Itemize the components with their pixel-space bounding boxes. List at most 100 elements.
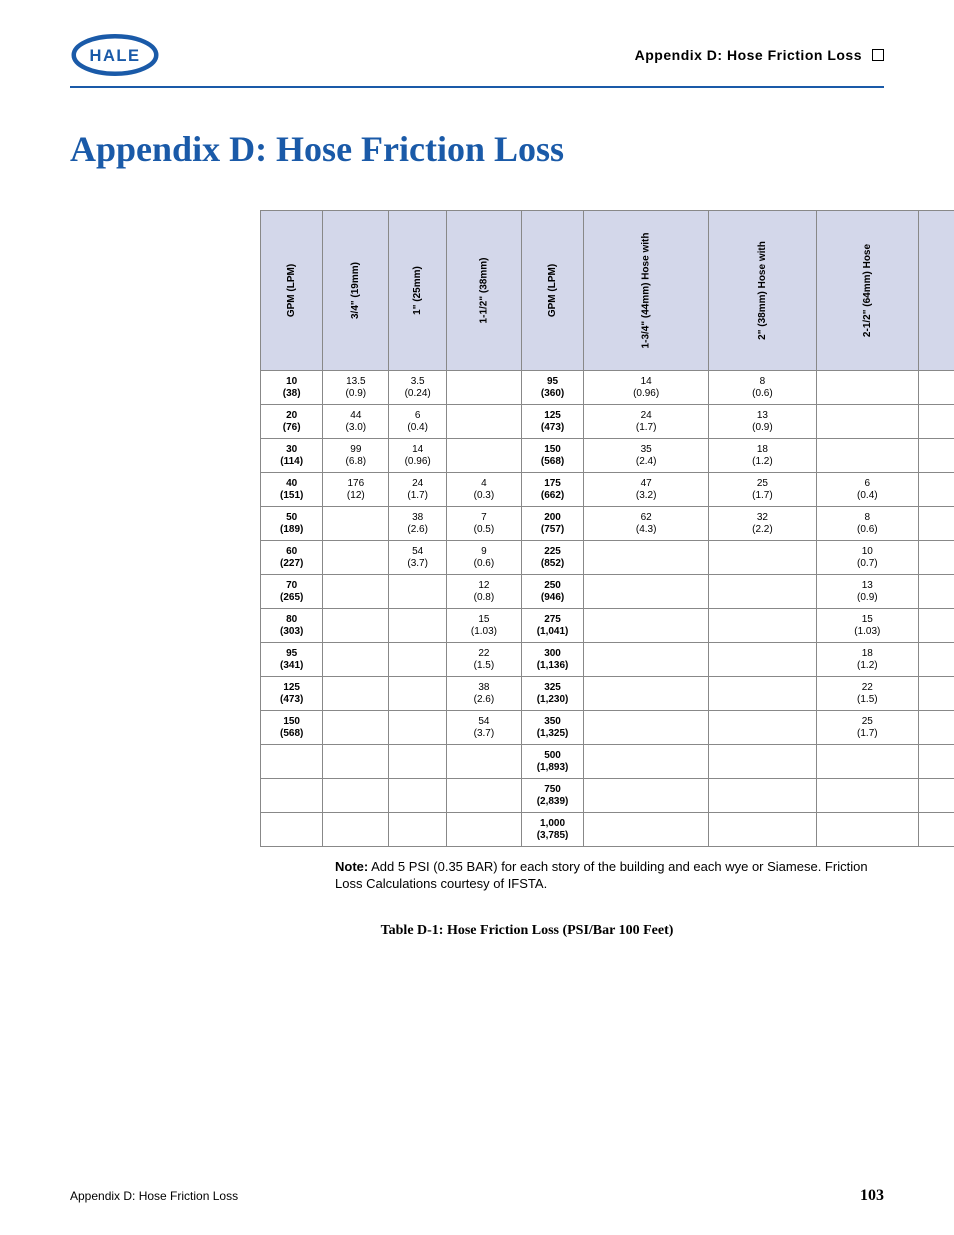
table-cell: 15(1.03) <box>446 609 521 643</box>
table-cell <box>446 813 521 847</box>
table-cell <box>261 813 323 847</box>
table-cell <box>709 745 817 779</box>
page: HALE Appendix D: Hose Friction Loss Appe… <box>0 0 954 1235</box>
table-header: 2" (38mm) Hose with <box>709 211 817 371</box>
table-row: 80(303)15(1.03)275(1,041)15(1.03) <box>261 609 954 643</box>
table-cell: 8(0.6) <box>918 677 954 711</box>
table-cell: 18(1.2) <box>709 439 817 473</box>
table-cell: 70(265) <box>261 575 323 609</box>
table-cell: 10(0.7) <box>816 541 918 575</box>
page-title: Appendix D: Hose Friction Loss <box>70 128 884 170</box>
table-header: 2-1/2" (64mm) Hose <box>816 211 918 371</box>
table-cell <box>323 677 389 711</box>
running-header: Appendix D: Hose Friction Loss <box>635 47 884 63</box>
table-cell: 250(946) <box>521 575 583 609</box>
table-cell: 13(0.9) <box>816 575 918 609</box>
table-cell <box>389 711 447 745</box>
table-cell: 15(1.03) <box>816 609 918 643</box>
table-cell: 1,000(3,785) <box>521 813 583 847</box>
table-cell: 8(0.6) <box>709 371 817 405</box>
table-caption: Table D-1: Hose Friction Loss (PSI/Bar 1… <box>170 923 884 939</box>
table-cell: 80(303) <box>261 609 323 643</box>
table-cell: 150(568) <box>521 439 583 473</box>
table-cell <box>584 609 709 643</box>
table-cell <box>816 439 918 473</box>
table-cell <box>709 677 817 711</box>
table-cell <box>323 745 389 779</box>
table-cell: 38(2.6) <box>389 507 447 541</box>
table-cell: 54(3.7) <box>389 541 447 575</box>
page-header: HALE Appendix D: Hose Friction Loss <box>70 30 884 88</box>
table-cell <box>918 405 954 439</box>
table-cell <box>323 507 389 541</box>
table-cell <box>389 609 447 643</box>
table-cell <box>389 779 447 813</box>
table-cell <box>446 439 521 473</box>
table-cell: 22(1.5) <box>446 643 521 677</box>
table-cell <box>323 779 389 813</box>
table-cell: 12(0.8) <box>446 575 521 609</box>
table-cell <box>816 779 918 813</box>
table-cell <box>709 541 817 575</box>
table-cell <box>918 507 954 541</box>
table-cell: 80(5.5) <box>918 813 954 847</box>
table-cell <box>446 779 521 813</box>
table-cell <box>709 779 817 813</box>
footer-left: Appendix D: Hose Friction Loss <box>70 1189 238 1203</box>
table-cell <box>584 745 709 779</box>
table-cell <box>918 609 954 643</box>
table-cell: 60(227) <box>261 541 323 575</box>
table-cell: 7(0.5) <box>446 507 521 541</box>
table-cell: 350(1,325) <box>521 711 583 745</box>
table-cell: 25(1.7) <box>816 711 918 745</box>
table-cell: 200(757) <box>521 507 583 541</box>
table-cell <box>323 643 389 677</box>
table-cell <box>323 813 389 847</box>
table-cell: 500(1,893) <box>521 745 583 779</box>
table-cell: 6(0.4) <box>816 473 918 507</box>
table-cell <box>816 405 918 439</box>
table-header: 1-1/2" (38mm) <box>446 211 521 371</box>
table-cell: 30(114) <box>261 439 323 473</box>
table-cell <box>709 711 817 745</box>
table-cell: 44(3.0) <box>323 405 389 439</box>
table-cell <box>918 439 954 473</box>
table-cell <box>918 711 954 745</box>
table-header: 3" (76mm) Hose with <box>918 211 954 371</box>
table-cell: 5(0.4) <box>918 575 954 609</box>
table-cell <box>584 677 709 711</box>
table-cell <box>816 371 918 405</box>
table-cell: 14(0.96) <box>389 439 447 473</box>
table-cell: 6(0.4) <box>389 405 447 439</box>
table-cell: 750(2,839) <box>521 779 583 813</box>
table-row: 60(227)54(3.7)9(0.6)225(852)10(0.7)1,750… <box>261 541 954 575</box>
table-cell <box>816 745 918 779</box>
table-cell: 275(1,041) <box>521 609 583 643</box>
table-cell: 47(3.2) <box>584 473 709 507</box>
table-cell: 8(0.6) <box>816 507 918 541</box>
page-number: 103 <box>860 1187 884 1205</box>
table-cell: 325(1,230) <box>521 677 583 711</box>
table-row: 10(38)13.5(0.9)3.5(0.24)95(360)14(0.96)8… <box>261 371 954 405</box>
table-row: 95(341)22(1.5)300(1,136)18(1.2) <box>261 643 954 677</box>
table-cell: 50(189) <box>261 507 323 541</box>
svg-text:HALE: HALE <box>90 47 141 65</box>
header-box-icon <box>872 49 884 61</box>
table-cell: 45(3.1) <box>918 779 954 813</box>
table-cell: 125(473) <box>521 405 583 439</box>
table-cell: 95(360) <box>521 371 583 405</box>
table-cell: 125(473) <box>261 677 323 711</box>
table-cell <box>323 609 389 643</box>
table-header: GPM (LPM) <box>261 211 323 371</box>
table-row: 500(1,893)20(1.4)17(1.2) <box>261 745 954 779</box>
table-cell: 20(76) <box>261 405 323 439</box>
table-header: GPM (LPM) <box>521 211 583 371</box>
friction-table-wrap: GPM (LPM)3/4" (19mm)1" (25mm)1-1/2" (38m… <box>260 210 884 847</box>
table-cell <box>584 711 709 745</box>
table-row: 70(265)12(0.8)250(946)13(0.9)5(0.4)4(0.3… <box>261 575 954 609</box>
table-cell <box>446 371 521 405</box>
table-cell: 13(0.9) <box>709 405 817 439</box>
table-cell: 62(4.3) <box>584 507 709 541</box>
table-cell <box>709 643 817 677</box>
table-cell <box>584 779 709 813</box>
